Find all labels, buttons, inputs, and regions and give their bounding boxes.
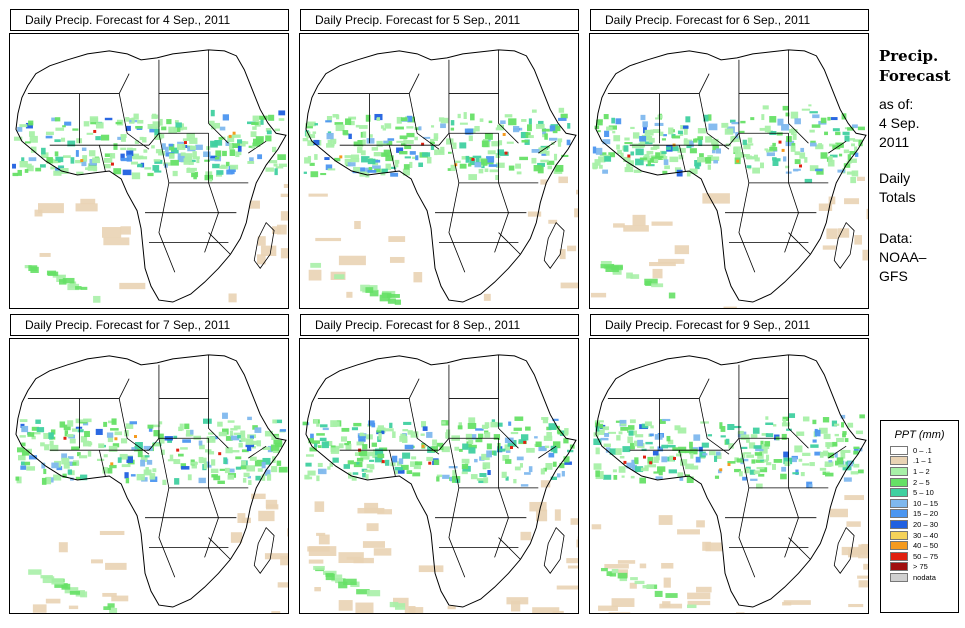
legend-item: 15 – 20 [890,509,958,520]
legend-title: PPT (mm) [894,429,945,441]
legend-swatch [890,541,908,551]
legend-item: 30 – 40 [890,530,958,541]
legend-swatch [890,466,908,476]
legend-swatch [890,488,908,498]
panel-title-6: Daily Precip. Forecast for 9 Sep., 2011 [590,314,869,336]
legend-label: 2 – 5 [913,477,930,487]
legend-label: 40 – 50 [913,541,939,551]
legend-item: .1 – 1 [890,456,958,467]
legend-label: 0 – .1 [913,445,932,455]
legend-item: 50 – 75 [890,551,958,562]
legend-label: nodata [913,572,936,582]
forecast-map-6 [589,338,869,614]
legend-swatch [890,530,908,540]
asof-date-line2: 2011 [879,134,910,150]
panel-title-3: Daily Precip. Forecast for 6 Sep., 2011 [590,9,869,31]
forecast-map-2 [299,33,579,309]
legend-item: > 75 [890,562,958,573]
data-source-line1: Data: [879,230,913,246]
side-heading-line1: Precip. [879,47,939,65]
legend-swatch [890,509,908,519]
legend-swatch [890,551,908,561]
daily-label-line1: Daily [879,170,911,186]
asof-date-line1: 4 Sep. [879,115,920,131]
legend-swatch [890,498,908,508]
legend-swatch [890,519,908,529]
legend-item: nodata [890,572,958,583]
legend-label: 20 – 30 [913,519,939,529]
forecast-map-4 [9,338,289,614]
asof-label: as of: [879,96,914,112]
panel-title-2: Daily Precip. Forecast for 5 Sep., 2011 [300,9,579,31]
panel-title-5: Daily Precip. Forecast for 8 Sep., 2011 [300,314,579,336]
side-heading-line2: Forecast [879,67,951,85]
daily-label-line2: Totals [879,189,916,205]
legend-label: 10 – 15 [913,498,939,508]
data-source-line3: GFS [879,268,908,284]
panel-title-1: Daily Precip. Forecast for 4 Sep., 2011 [10,9,289,31]
legend-swatch [890,477,908,487]
legend-label: 1 – 2 [913,466,930,476]
forecast-map-1 [9,33,289,309]
legend-item: 40 – 50 [890,540,958,551]
legend-label: 5 – 10 [913,488,934,498]
panel-title-4: Daily Precip. Forecast for 7 Sep., 2011 [10,314,289,336]
legend-swatch [890,562,908,572]
legend-swatch [890,445,908,455]
forecast-map-5 [299,338,579,614]
legend-swatch [890,456,908,466]
legend-item: 1 – 2 [890,466,958,477]
legend-label: .1 – 1 [913,456,932,466]
legend-label: > 75 [913,562,928,572]
forecast-map-3 [589,33,869,309]
legend-label: 15 – 20 [913,509,939,519]
legend-item: 2 – 5 [890,477,958,488]
legend-item: 20 – 30 [890,519,958,530]
legend-swatch [890,572,908,582]
legend-item: 10 – 15 [890,498,958,509]
legend-item: 0 – .1 [890,445,958,456]
data-source-line2: NOAA– [879,249,927,265]
legend-label: 30 – 40 [913,530,939,540]
legend-item: 5 – 10 [890,487,958,498]
legend-label: 50 – 75 [913,551,939,561]
